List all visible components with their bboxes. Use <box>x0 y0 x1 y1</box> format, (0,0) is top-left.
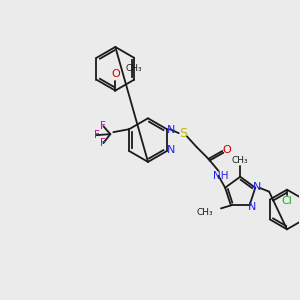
Text: F: F <box>94 130 99 140</box>
Text: N: N <box>167 145 175 155</box>
Text: CH₃: CH₃ <box>232 156 248 165</box>
Text: N: N <box>167 125 175 135</box>
Text: N: N <box>253 182 262 192</box>
Text: F: F <box>100 138 106 148</box>
Text: N: N <box>248 202 257 212</box>
Text: O: O <box>111 69 120 79</box>
Text: Cl: Cl <box>282 196 292 206</box>
Text: CH₃: CH₃ <box>125 64 142 73</box>
Text: F: F <box>100 121 106 131</box>
Text: S: S <box>179 127 187 140</box>
Text: O: O <box>222 145 231 155</box>
Text: NH: NH <box>213 171 228 181</box>
Text: CH₃: CH₃ <box>196 208 213 217</box>
